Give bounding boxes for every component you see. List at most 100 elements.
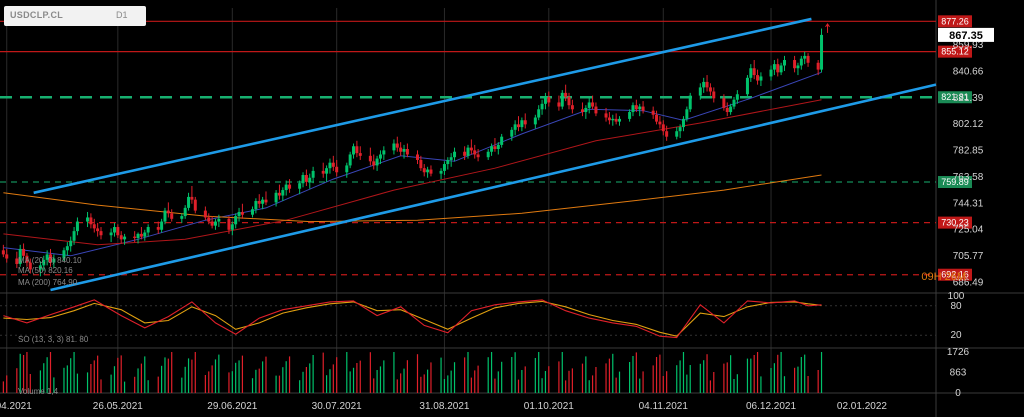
level-badge-label: 692.16	[941, 270, 969, 280]
candle-body	[112, 227, 116, 233]
candle-body	[611, 118, 615, 121]
candle-body	[793, 60, 797, 69]
candle-body	[631, 105, 635, 113]
candle-body	[166, 210, 170, 214]
candle-body	[180, 216, 184, 219]
candle-body	[72, 231, 76, 241]
candle-body	[587, 102, 591, 108]
candle-body	[594, 106, 598, 114]
candle-body	[500, 136, 504, 145]
level-badge	[938, 216, 972, 229]
candle-body	[759, 76, 763, 81]
candle-body	[806, 55, 810, 63]
price-tick-label: 802.12	[953, 119, 984, 130]
candle-body	[277, 192, 281, 196]
candle-body	[678, 127, 682, 132]
candle-body	[170, 213, 174, 219]
candle-body	[86, 217, 90, 222]
candle-body	[769, 69, 773, 77]
candle-body	[722, 98, 726, 108]
price-tick-label: 782.85	[953, 146, 984, 157]
level-badge-label: 855.12	[941, 47, 969, 57]
candle-body	[796, 65, 800, 69]
candle-body	[382, 150, 386, 155]
level-badge	[938, 268, 972, 281]
candle-body	[230, 224, 234, 230]
candle-body	[708, 87, 712, 92]
candle-body	[618, 118, 622, 122]
candle-body	[321, 170, 325, 174]
candle-body	[139, 233, 143, 237]
level-badge-label: 730.23	[941, 218, 969, 228]
candle-body	[143, 232, 147, 237]
candle-body	[378, 154, 382, 159]
volume-tick-label: 863	[950, 368, 967, 379]
volume-pane	[2, 352, 823, 393]
symbol-selector[interactable]: USDCLP.CL D1	[4, 6, 146, 26]
candle-body	[490, 146, 494, 152]
candle-body	[405, 149, 409, 155]
price-tick-label: 686.49	[953, 277, 984, 288]
candle-body	[274, 192, 278, 203]
candle-body	[510, 129, 514, 137]
candle-body	[675, 131, 679, 137]
candle-body	[698, 87, 702, 96]
symbol-name: USDCLP.CL	[10, 10, 64, 20]
candle-body	[156, 227, 160, 230]
candle-body	[213, 221, 217, 226]
price-tick-label: 859.93	[953, 40, 984, 51]
candle-body	[580, 109, 584, 113]
candle-body	[560, 92, 564, 107]
stochastic-pane	[0, 299, 936, 339]
date-tick-label: 06.12.2021	[746, 401, 796, 412]
candle-body	[641, 106, 645, 111]
candle-body	[745, 77, 749, 95]
candle-body	[415, 154, 419, 160]
up-arrow-icon	[825, 22, 830, 33]
candle-body	[419, 159, 423, 169]
price-tick-label: 763.58	[953, 172, 984, 183]
level-badge-label: 877.26	[941, 16, 969, 26]
channel-lines[interactable]	[33, 17, 937, 292]
candle-body	[116, 227, 120, 236]
ma200-label: MA (200) 764.90	[18, 278, 78, 287]
date-tick-label: 30.07.2021	[312, 401, 362, 412]
candle-body	[776, 64, 780, 73]
candle-body	[311, 170, 315, 178]
candle-body	[614, 118, 618, 122]
candle-body	[368, 155, 372, 162]
candle-body	[217, 218, 221, 222]
level-badge	[938, 15, 972, 28]
candle-body	[705, 81, 709, 88]
candle-body	[65, 246, 69, 251]
candle-body	[1, 250, 5, 255]
volume-tick-label: 0	[955, 388, 961, 399]
candle-body	[325, 168, 329, 174]
candle-body	[816, 62, 820, 70]
candle-body	[355, 146, 359, 154]
candle-body	[399, 147, 403, 152]
candle-body	[395, 143, 399, 148]
axes: 877.26 855.12 821.81 759.89 730.23 692.16 859.…	[0, 15, 994, 412]
price-tick-label: 744.31	[953, 198, 984, 209]
candle-body	[486, 151, 490, 158]
candle-body	[513, 124, 517, 130]
candle-body	[38, 265, 42, 270]
candle-body	[254, 201, 258, 210]
level-badge	[938, 176, 972, 189]
candle-body	[227, 218, 231, 230]
candle-body	[240, 211, 244, 215]
level-badge-label: 759.89	[941, 177, 969, 187]
candle-body	[119, 235, 123, 240]
candle-body	[429, 169, 433, 174]
candle-body	[69, 240, 73, 247]
candle-body	[658, 121, 662, 125]
candle-body	[799, 58, 803, 66]
level-badge	[938, 45, 972, 58]
candle-body	[476, 154, 480, 158]
candle-body	[352, 146, 356, 155]
candle-body	[331, 162, 335, 167]
candle-body	[28, 262, 32, 270]
